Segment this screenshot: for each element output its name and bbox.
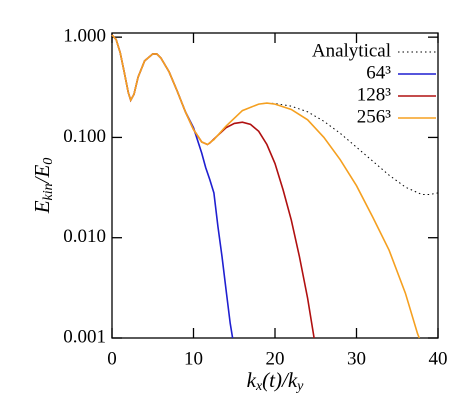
x-tick-label: 30 bbox=[347, 348, 366, 369]
y-tick-label: 0.100 bbox=[63, 126, 106, 147]
line-series bbox=[111, 34, 315, 339]
x-axis-label-part: x bbox=[255, 379, 263, 394]
x-axis-label-part: k bbox=[247, 368, 257, 392]
x-tick-label: 0 bbox=[107, 348, 117, 369]
y-tick-label: 0.010 bbox=[63, 226, 106, 247]
x-tick-label: 40 bbox=[429, 348, 448, 369]
line-series bbox=[111, 34, 421, 339]
y-axis-label: Ekin/E0 bbox=[30, 158, 56, 215]
y-axis-label-part: 0 bbox=[41, 158, 56, 165]
legend-label: Analytical bbox=[312, 40, 391, 61]
y-axis-label-part: /E bbox=[30, 165, 54, 185]
y-axis-label-part: kin bbox=[41, 183, 56, 200]
x-tick-label: 20 bbox=[266, 348, 285, 369]
x-axis-label-part: y bbox=[295, 379, 304, 394]
legend-label: 256³ bbox=[357, 106, 392, 127]
y-tick-label: 1.000 bbox=[63, 26, 106, 47]
legend-label: 64³ bbox=[366, 62, 391, 83]
x-axis-label-part: (t)/k bbox=[262, 368, 298, 392]
legend-label: 128³ bbox=[357, 84, 392, 105]
x-axis-label: kx(t)/ky bbox=[247, 368, 305, 394]
y-tick-label: 0.001 bbox=[63, 326, 106, 347]
x-tick-label: 10 bbox=[184, 348, 203, 369]
y-axis-label-part: E bbox=[30, 200, 54, 214]
